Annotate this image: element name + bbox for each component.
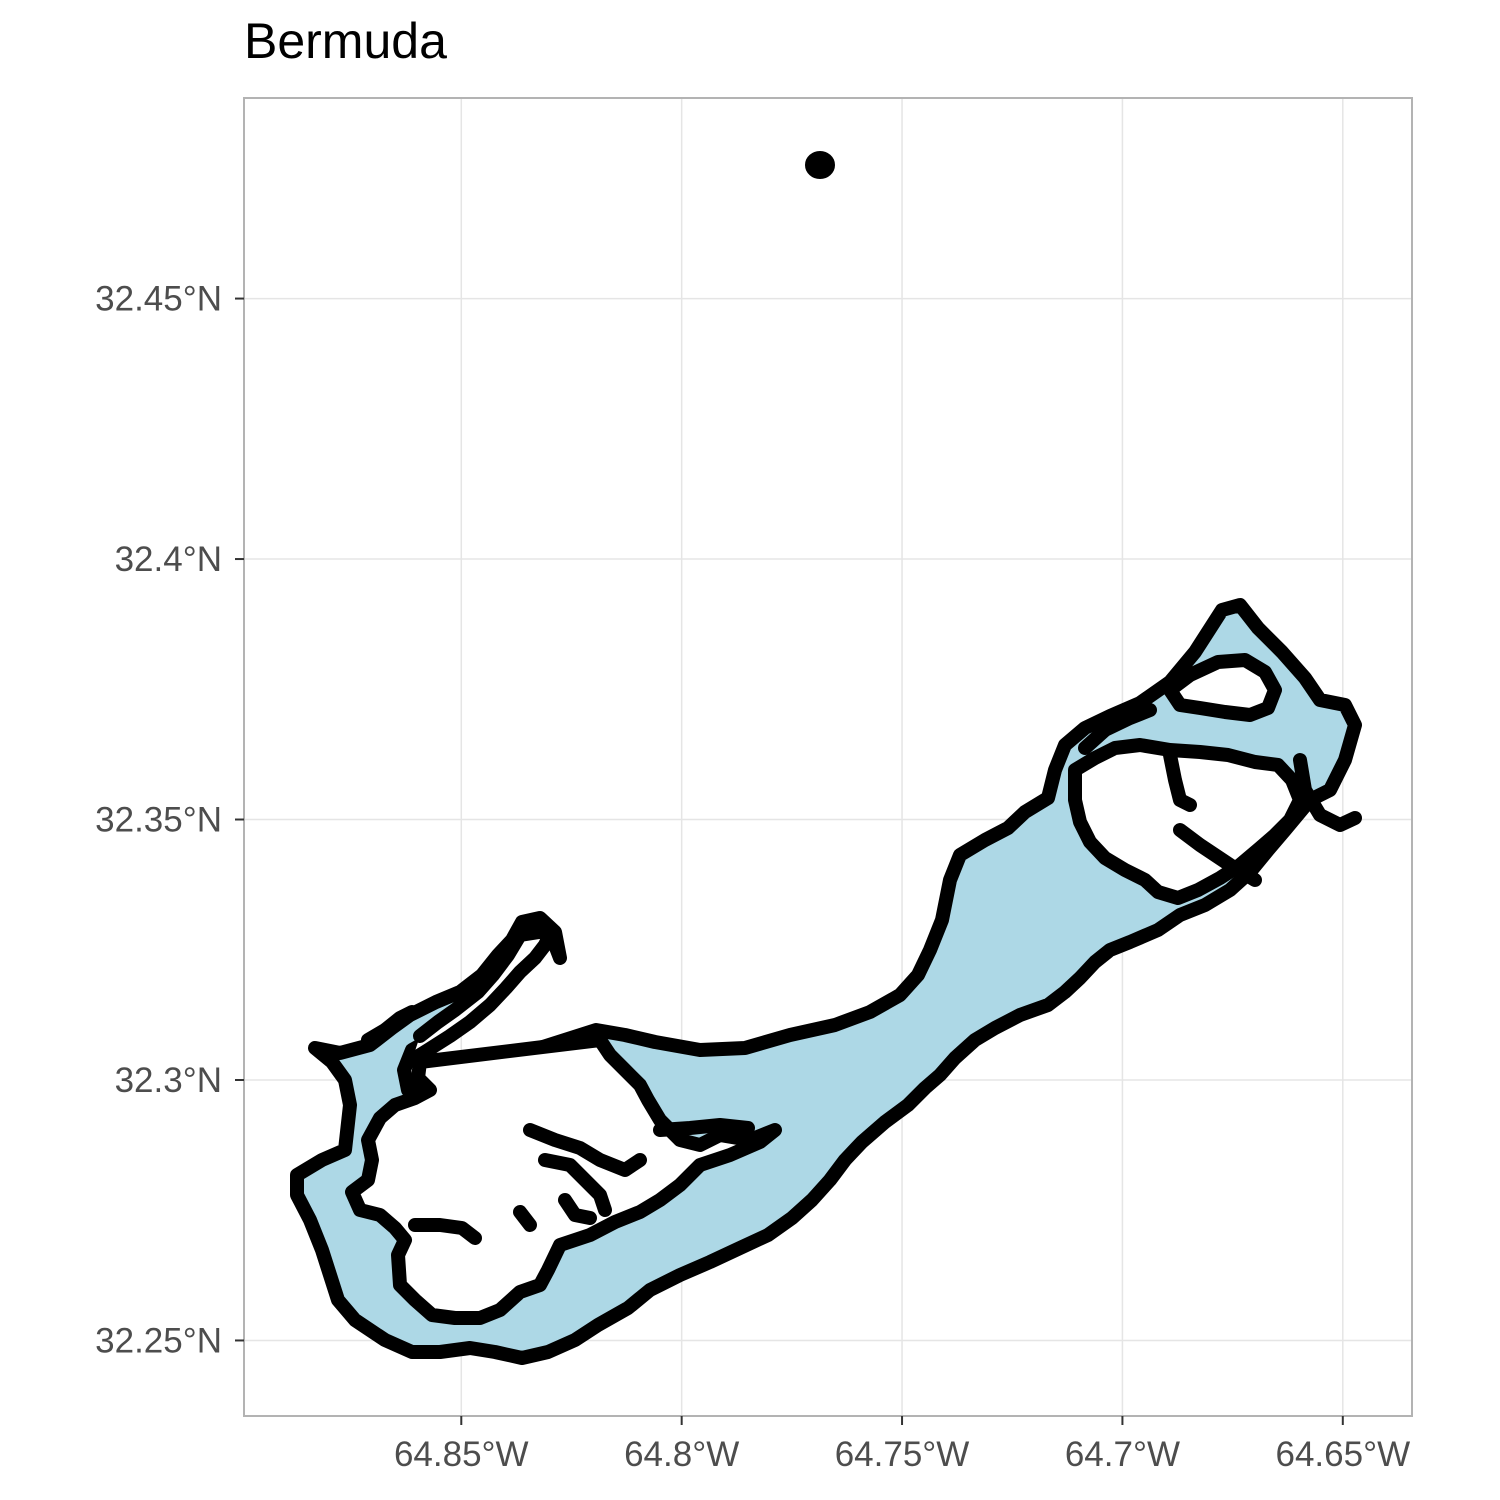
coastline-detail-sound-1 (523, 1123, 647, 1177)
st-georges-harbour-water (1163, 653, 1282, 722)
map-title: Bermuda (244, 13, 447, 69)
coastline-detail-sound-4 (653, 1118, 755, 1137)
north-rock-islet (805, 151, 835, 179)
x-tick-label: 64.65°W (1275, 1435, 1410, 1474)
coastline-detail-sound-3 (408, 1218, 482, 1245)
coastline-detail-islet-a (558, 1193, 597, 1225)
coastline-detail-sound-2 (538, 1153, 612, 1217)
y-axis: 32.45°N 32.4°N 32.35°N 32.3°N 32.25°N (95, 280, 244, 1360)
coastline-detail-east (1293, 753, 1362, 832)
y-tick-label: 32.35°N (95, 801, 222, 840)
coastline-detail-north-hook (1173, 823, 1262, 887)
y-tick-label: 32.45°N (95, 280, 222, 319)
x-tick-label: 64.7°W (1065, 1435, 1180, 1474)
coastline-detail-north (1078, 703, 1157, 755)
x-tick-label: 64.75°W (835, 1435, 970, 1474)
y-tick-label: 32.4°N (115, 540, 222, 579)
x-tick-label: 64.85°W (394, 1435, 529, 1474)
y-tick-label: 32.25°N (95, 1321, 222, 1360)
x-tick-label: 64.8°W (624, 1435, 739, 1474)
coastline-detail-west (361, 1005, 419, 1047)
coastline-detail-islet-b (513, 1205, 537, 1232)
coastline-detail-hook (1163, 748, 1197, 812)
panel-border (243, 97, 1413, 1417)
bermuda-landmass (290, 151, 1362, 1365)
y-tick-label: 32.3°N (115, 1061, 222, 1100)
x-axis: 64.85°W 64.8°W 64.75°W 64.7°W 64.65°W (394, 1416, 1410, 1474)
